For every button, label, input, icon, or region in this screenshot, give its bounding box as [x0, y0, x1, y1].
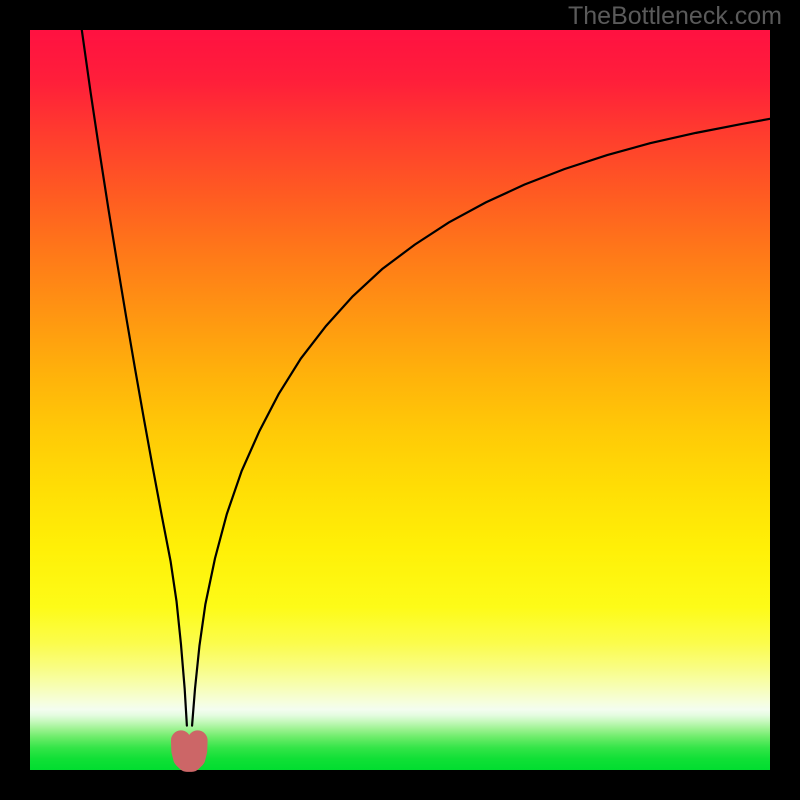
minimum-marker — [181, 740, 198, 761]
bottleneck-chart — [0, 0, 800, 800]
chart-stage: TheBottleneck.com — [0, 0, 800, 800]
watermark-text: TheBottleneck.com — [568, 2, 782, 31]
